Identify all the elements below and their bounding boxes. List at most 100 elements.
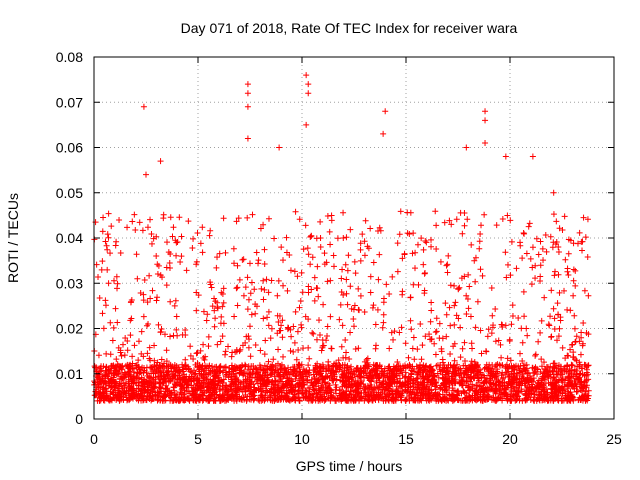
data-point xyxy=(423,362,430,369)
data-point xyxy=(566,381,573,388)
data-point xyxy=(571,368,578,375)
data-point xyxy=(585,362,592,369)
data-point xyxy=(525,223,532,230)
data-point xyxy=(266,365,273,372)
data-point xyxy=(137,369,144,376)
data-point xyxy=(551,315,558,322)
data-point xyxy=(257,347,264,354)
data-point xyxy=(144,299,151,306)
data-point xyxy=(580,320,587,327)
data-point xyxy=(450,343,457,350)
data-point xyxy=(442,369,449,376)
data-point xyxy=(140,297,147,304)
data-point xyxy=(378,372,385,379)
data-point xyxy=(309,329,316,336)
data-point xyxy=(348,305,355,312)
data-point xyxy=(217,363,224,370)
data-point xyxy=(122,390,129,397)
data-point xyxy=(578,238,585,245)
data-point xyxy=(139,227,146,234)
data-point xyxy=(474,394,481,401)
y-tick-label: 0.01 xyxy=(56,366,83,382)
data-point xyxy=(428,307,435,314)
x-tick-labels: 0 5 10 15 20 25 xyxy=(90,431,622,447)
data-point xyxy=(488,396,495,403)
data-point xyxy=(504,364,511,371)
data-point xyxy=(258,397,265,404)
data-point xyxy=(245,344,252,351)
data-point xyxy=(382,378,389,385)
data-point xyxy=(292,372,299,379)
data-point xyxy=(506,337,513,344)
data-point xyxy=(246,323,253,330)
data-point xyxy=(205,380,212,387)
data-point xyxy=(481,211,488,218)
data-point xyxy=(356,397,363,404)
data-point xyxy=(554,300,561,307)
data-point xyxy=(455,285,462,292)
data-point xyxy=(245,296,252,303)
data-point xyxy=(274,360,281,367)
data-point xyxy=(209,303,216,310)
data-point xyxy=(443,395,450,402)
data-point xyxy=(566,366,573,373)
data-point xyxy=(95,273,102,280)
data-point xyxy=(153,253,160,260)
data-point xyxy=(549,368,556,375)
data-point xyxy=(550,374,557,381)
data-point xyxy=(380,319,387,326)
data-point xyxy=(99,377,106,384)
data-point xyxy=(386,290,393,297)
data-point xyxy=(447,362,454,369)
data-point xyxy=(155,321,162,328)
data-point xyxy=(397,208,404,215)
data-point xyxy=(105,382,112,389)
data-point xyxy=(543,363,550,370)
data-point xyxy=(295,347,302,354)
data-point xyxy=(211,307,218,314)
data-point xyxy=(188,373,195,380)
data-point xyxy=(315,397,322,404)
data-point xyxy=(511,364,518,371)
data-point xyxy=(348,397,355,404)
data-point xyxy=(448,221,455,228)
data-point xyxy=(163,371,170,378)
data-point xyxy=(309,397,316,404)
data-point xyxy=(134,392,141,399)
data-point xyxy=(351,258,358,265)
data-point xyxy=(322,385,329,392)
data-point xyxy=(538,317,545,324)
data-point xyxy=(307,379,314,386)
data-point xyxy=(141,365,148,372)
data-point xyxy=(433,378,440,385)
data-point xyxy=(340,234,347,241)
data-point xyxy=(501,392,508,399)
data-point xyxy=(308,391,315,398)
data-point xyxy=(466,393,473,400)
data-point xyxy=(507,357,514,364)
data-point xyxy=(521,313,528,320)
data-point xyxy=(400,365,407,372)
data-point xyxy=(302,222,309,229)
data-point xyxy=(328,345,335,352)
data-point xyxy=(244,274,251,281)
data-point xyxy=(436,335,443,342)
data-point xyxy=(340,292,347,299)
data-point xyxy=(302,313,309,320)
data-point xyxy=(352,270,359,277)
data-point xyxy=(215,379,222,386)
data-point xyxy=(317,218,324,225)
data-point xyxy=(502,322,509,329)
data-point xyxy=(214,341,221,348)
data-point xyxy=(407,317,414,324)
data-point xyxy=(311,274,318,281)
data-point xyxy=(233,218,240,225)
data-point xyxy=(567,389,574,396)
data-point xyxy=(445,252,452,259)
data-point xyxy=(313,235,320,242)
data-point xyxy=(297,375,304,382)
data-point xyxy=(551,386,558,393)
data-point xyxy=(314,285,321,292)
data-point xyxy=(459,345,466,352)
data-point xyxy=(260,221,267,228)
